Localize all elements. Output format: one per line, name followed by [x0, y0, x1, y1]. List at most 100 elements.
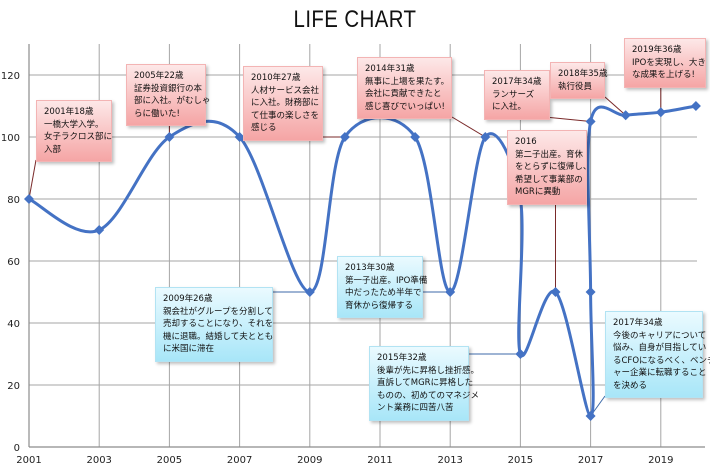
callout-line: らに働いた!	[134, 108, 180, 119]
axes	[28, 44, 705, 448]
data-point-marker	[480, 132, 491, 142]
callout-line: 希望して事業部の	[515, 174, 583, 185]
y-tick-label: 20	[7, 381, 20, 392]
callout-line: IPOを実現し、大き	[632, 57, 706, 68]
data-point-marker	[515, 349, 526, 359]
callout-line: ント業務に四苦八苦	[377, 403, 454, 413]
callout-line: 育休から復帰する	[345, 300, 414, 311]
callout-line: 2005年22歳	[134, 71, 184, 81]
callout-line: 2001年18歳	[44, 107, 94, 117]
data-point-marker	[585, 116, 596, 127]
callout-line: 2013年30歳	[345, 263, 395, 273]
callout-blue: 2015年32歳後輩が先に昇格し挫折感。 直訴してMGRに昇格した ものの、初めての…	[369, 346, 480, 421]
callout-line: 売却することになり、それを	[163, 319, 274, 329]
callout-pink: 2017年34歳 ランサーズに入社。	[484, 70, 550, 120]
callout-line: ランサーズ	[492, 89, 535, 100]
x-tick-label: 2013	[437, 455, 462, 466]
callout-line: MGRに異動	[515, 187, 561, 197]
callout-line: 2014年31歳	[365, 64, 415, 74]
callout-line: 2019年36歳	[632, 45, 682, 55]
callout-line: 直訴してMGRに昇格した	[377, 378, 474, 388]
x-tick-label: 2017	[578, 455, 603, 466]
callout-line: 2017年34歳	[492, 77, 542, 87]
callout-pink: 2018年35歳 執行役員	[550, 62, 608, 99]
callout-blue: 2017年34歳今後のキャリアについて 悩み、自身が目指してい るCFOになるべく、…	[605, 311, 710, 398]
callout-line: 部に入社。がむしゃ	[134, 96, 211, 106]
callout-line: をとらずに復帰し、	[515, 162, 592, 172]
leader-line	[549, 117, 591, 122]
callout-line: に米国に滞在	[163, 344, 215, 354]
y-tick-label: 120	[1, 71, 20, 82]
callout-line: 無事に上場を果たす。	[365, 76, 450, 87]
y-tick-label: 100	[1, 133, 20, 144]
x-tick-label: 2009	[297, 455, 322, 466]
callout-line: 中だったため半年で	[345, 288, 422, 298]
data-point-marker	[410, 132, 421, 142]
callout-line: 会社に貢献できたと	[365, 89, 442, 99]
data-point-marker	[94, 225, 105, 235]
callout-line: るCFOになるべく、ベンチ	[613, 355, 710, 366]
callout-line: 悩み、自身が目指してい	[613, 343, 707, 353]
callout-line: な成果を上げる!	[632, 70, 695, 80]
callout-line: 感じる	[251, 123, 277, 133]
callout-pink: 2014年31歳無事に上場を果たす。 会社に貢献できたと 感じ喜びでいっぱい!	[357, 57, 452, 119]
leader-line	[28, 159, 37, 200]
callout-line: ャー企業に転職すること	[613, 368, 707, 378]
callout-line: 証券投資銀行の本	[134, 83, 203, 94]
callout-line: 2015年32歳	[377, 353, 427, 363]
callout-line: ものの、初めてのマネジメ	[377, 390, 480, 401]
callout-pink: 2001年18歳 一橋大学入学。 女子ラクロス部に 入部	[36, 100, 112, 162]
callout-blue: 2009年26歳親会社がグループを分割して 売却することになり、それを 機に退職。結…	[155, 287, 273, 362]
x-tick-label: 2019	[648, 455, 673, 466]
y-tick-label: 0	[14, 443, 20, 454]
y-tick-label: 80	[7, 195, 20, 206]
data-markers	[24, 101, 701, 421]
callout-line: 2010年27歳	[251, 73, 301, 83]
callout-line: 2018年35歳	[558, 69, 608, 79]
callout-line: に入社。	[492, 102, 527, 112]
x-tick-labels: 2001 2003 2005 2007 2009 2011 2013 2015 2017 2019	[16, 455, 673, 466]
leader-line	[604, 96, 627, 116]
callout-pink: 2019年36歳 IPOを実現し、大き な成果を上げる!	[624, 38, 706, 88]
data-point-marker	[445, 287, 456, 297]
callout-pink: 2016 第二子出産。育休 をとらずに復帰し、 希望して事業部の MGRに異動	[507, 130, 592, 205]
data-point-marker	[690, 101, 701, 111]
data-point-marker	[24, 194, 34, 204]
callout-line: 女子ラクロス部に	[44, 132, 113, 142]
x-tick-label: 2001	[16, 455, 41, 466]
callout-line: 今後のキャリアについて	[613, 330, 707, 341]
x-tick-label: 2015	[508, 455, 533, 466]
x-tick-label: 2011	[367, 455, 392, 466]
callout-line: を決める	[613, 380, 648, 391]
callout-line: 一橋大学入学。	[44, 119, 104, 130]
data-point-marker	[164, 132, 175, 142]
callout-line: に入社。財務部に	[251, 98, 320, 108]
callout-line: て仕事の楽しさを	[251, 110, 320, 121]
y-tick-label: 40	[7, 319, 20, 330]
data-point-marker	[550, 287, 561, 297]
data-point-marker	[655, 107, 666, 118]
callout-pink: 2005年22歳証券投資銀行の本 部に入社。がむしゃ らに働いた!	[126, 64, 211, 126]
callout-blue: 2013年30歳第一子出産。IPO準備 中だったため半年で 育休から復帰する	[337, 256, 428, 318]
chart-title: LIFE CHART	[293, 6, 417, 33]
callout-line: 2017年34歳	[613, 318, 663, 328]
callout-line: 機に退職。結婚して夫ととも	[163, 331, 274, 342]
data-point-marker	[585, 287, 596, 297]
callout-pink: 2010年27歳人材サービス会社 に入社。財務部に て仕事の楽しさを 感じる	[243, 66, 323, 141]
callout-line: 入部	[44, 144, 62, 155]
leader-line	[451, 116, 486, 138]
callout-line: 2016	[515, 137, 537, 147]
callout-line: 人材サービス会社	[251, 85, 320, 96]
x-tick-label: 2003	[86, 455, 111, 466]
callout-line: 感じ喜びでいっぱい!	[365, 101, 445, 112]
callout-line: 第一子出産。IPO準備	[345, 275, 428, 286]
callout-line: 親会社がグループを分割して	[163, 306, 273, 317]
data-point-marker	[234, 132, 245, 142]
callout-line: 後輩が先に昇格し挫折感。	[377, 365, 480, 376]
y-tick-label: 60	[7, 257, 20, 268]
y-tick-labels: 0 20 40 60 80 100 120	[1, 71, 20, 454]
callout-line: 執行役員	[558, 81, 593, 92]
callout-line: 第二子出産。育休	[515, 149, 584, 160]
callout-line: 2009年26歳	[163, 294, 213, 304]
data-point-marker	[304, 287, 315, 297]
